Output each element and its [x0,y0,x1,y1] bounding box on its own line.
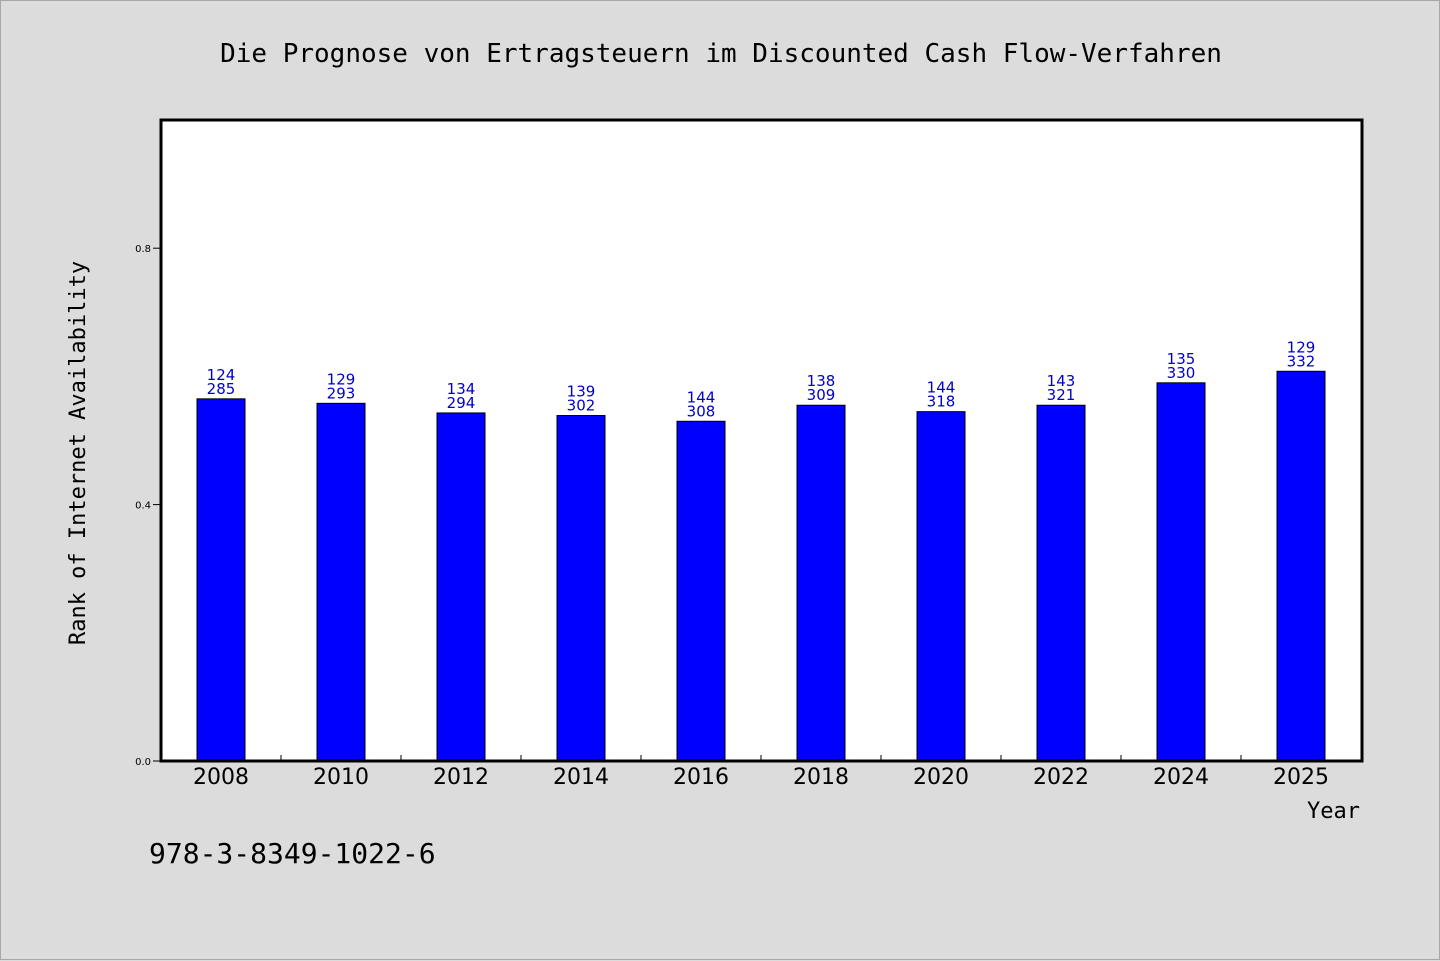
x-tick-label: 2024 [1153,765,1209,790]
data-label-top: 144 [927,379,956,397]
x-axis-label: Year [1307,799,1360,824]
bar-2020 [916,411,966,762]
x-tick-label: 2018 [793,765,849,790]
x-tick-label: 2012 [433,765,489,790]
x-tick-label: 2022 [1033,765,1089,790]
x-axis: 2008 2010 2012 2014 2016 2018 2020 2022 2024 2025 [193,755,1329,790]
y-tick-label: 0.4 [135,501,151,512]
data-label-top: 143 [1047,372,1076,390]
x-tick-label: 2020 [913,765,969,790]
data-label-top: 134 [447,380,476,398]
data-label-bottom: 330 [1167,364,1196,382]
bar-2012 [436,412,486,762]
x-tick-label: 2025 [1273,765,1329,790]
data-label-bottom: 285 [207,380,236,398]
bar-2014 [556,415,606,762]
y-axis: 0.0 0.4 0.8 [135,244,161,768]
data-label-top: 139 [567,383,596,401]
data-label-top: 144 [687,388,716,406]
bar-2018 [796,404,846,762]
data-label-top: 124 [207,366,236,384]
data-label-bottom: 293 [327,384,356,402]
data-label-bottom: 332 [1287,352,1316,370]
bars-layer [196,370,1326,762]
x-tick-label: 2016 [673,765,729,790]
x-tick-label: 2010 [313,765,369,790]
isbn-text: 978-3-8349-1022-6 [149,837,436,870]
y-tick-label: 0.8 [135,244,151,255]
data-label-top: 129 [1287,338,1316,356]
chart-title: Die Prognose von Ertragsteuern im Discou… [220,39,1222,69]
data-label-top: 129 [327,370,356,388]
bar-2016 [676,420,726,762]
bar-2025 [1276,370,1326,762]
y-axis-label: Rank of Internet Availability [66,261,91,645]
bar-2008 [196,398,246,762]
data-label-top: 135 [1167,350,1196,368]
data-label-bottom: 308 [687,402,716,420]
data-label-bottom: 309 [807,386,836,404]
x-tick-label: 2014 [553,765,609,790]
plot-border [159,118,1364,763]
data-label-bottom: 294 [447,394,476,412]
bar-2024 [1156,382,1206,762]
y-tick-label: 0.0 [135,757,151,768]
bar-2022 [1036,404,1086,762]
x-tick-label: 2008 [193,765,249,790]
data-label-bottom: 318 [927,393,956,411]
bar-2010 [316,402,366,762]
data-label-bottom: 302 [567,397,596,415]
data-label-bottom: 321 [1047,386,1076,404]
data-label-top: 138 [807,372,836,390]
